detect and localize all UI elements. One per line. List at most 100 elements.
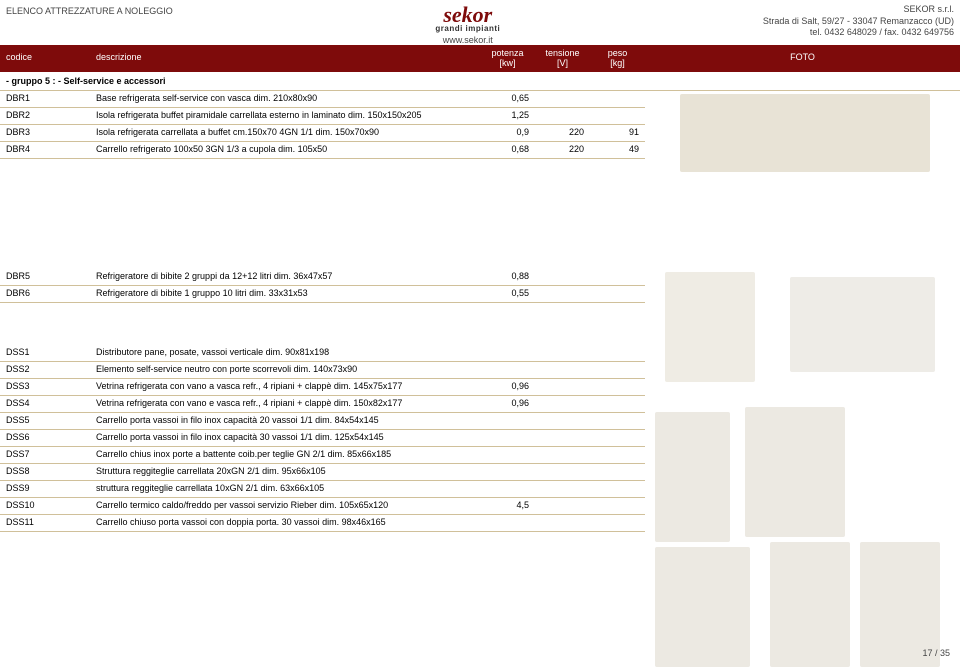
cell-kw	[480, 447, 535, 464]
col-tensione: tensione [V]	[535, 46, 590, 72]
logo-url: www.sekor.it	[435, 35, 500, 45]
cell-code: DSS2	[0, 362, 90, 379]
cell-desc: Carrello chius inox porte a battente coi…	[90, 447, 480, 464]
cell-desc: Elemento self-service neutro con porte s…	[90, 362, 480, 379]
cell-kw	[480, 413, 535, 430]
col-peso: peso [kg]	[590, 46, 645, 72]
cell-v	[535, 498, 590, 515]
foto-placeholder	[655, 412, 730, 542]
cell-code: DSS11	[0, 515, 90, 532]
cell-code: DSS5	[0, 413, 90, 430]
cell-kw	[480, 345, 535, 362]
cell-code: DSS7	[0, 447, 90, 464]
foto-placeholder	[680, 94, 930, 172]
cell-v	[535, 430, 590, 447]
cell-kw	[480, 430, 535, 447]
cell-v	[535, 91, 590, 108]
company-address: Strada di Salt, 59/27 - 33047 Remanzacco…	[763, 16, 954, 28]
cell-code: DSS1	[0, 345, 90, 362]
cell-desc: Isola refrigerata carrellata a buffet cm…	[90, 125, 480, 142]
cell-code: DSS4	[0, 396, 90, 413]
cell-kw	[480, 481, 535, 498]
cell-kg	[590, 91, 645, 108]
cell-kg	[590, 345, 645, 362]
cell-code: DSS10	[0, 498, 90, 515]
company-name: SEKOR s.r.l.	[763, 4, 954, 16]
foto-placeholder	[790, 277, 935, 372]
cell-desc: Vetrina refrigerata con vano a vasca ref…	[90, 379, 480, 396]
cell-kg	[590, 447, 645, 464]
cell-kg: 91	[590, 125, 645, 142]
cell-kg	[590, 269, 645, 286]
cell-kw: 0,88	[480, 269, 535, 286]
cell-desc: Carrello porta vassoi in filo inox capac…	[90, 413, 480, 430]
cell-desc: Refrigeratore di bibite 1 gruppo 10 litr…	[90, 286, 480, 303]
cell-kw	[480, 515, 535, 532]
cell-desc: struttura reggiteglie carrellata 10xGN 2…	[90, 481, 480, 498]
cell-desc: Struttura reggiteglie carrellata 20xGN 2…	[90, 464, 480, 481]
cell-code: DSS6	[0, 430, 90, 447]
cell-code: DSS8	[0, 464, 90, 481]
cell-desc: Isola refrigerata buffet piramidale carr…	[90, 108, 480, 125]
cell-kg	[590, 515, 645, 532]
cell-kg	[590, 413, 645, 430]
cell-kw: 0,55	[480, 286, 535, 303]
col-potenza: potenza [kw]	[480, 46, 535, 72]
page-number: 17 / 35	[922, 648, 950, 658]
cell-v	[535, 515, 590, 532]
cell-kw	[480, 464, 535, 481]
cell-code: DBR3	[0, 125, 90, 142]
cell-kg	[590, 286, 645, 303]
page-header: ELENCO ATTREZZATURE A NOLEGGIO sekor gra…	[0, 0, 960, 46]
foto-column	[645, 72, 960, 532]
col-codice: codice	[0, 46, 90, 72]
cell-kw: 1,25	[480, 108, 535, 125]
cell-v: 220	[535, 125, 590, 142]
cell-kw: 0,68	[480, 142, 535, 159]
cell-desc: Carrello porta vassoi in filo inox capac…	[90, 430, 480, 447]
cell-code: DBR1	[0, 91, 90, 108]
col-foto: FOTO	[645, 46, 960, 72]
cell-v	[535, 464, 590, 481]
cell-v	[535, 345, 590, 362]
company-info: SEKOR s.r.l. Strada di Salt, 59/27 - 330…	[763, 4, 954, 39]
foto-placeholder	[655, 547, 750, 667]
cell-kw	[480, 362, 535, 379]
cell-kw: 0,65	[480, 91, 535, 108]
cell-code: DSS3	[0, 379, 90, 396]
cell-kg	[590, 379, 645, 396]
foto-placeholder	[770, 542, 850, 667]
cell-kg	[590, 396, 645, 413]
logo-text: sekor	[435, 4, 500, 26]
cell-desc: Carrello chiuso porta vassoi con doppia …	[90, 515, 480, 532]
cell-v	[535, 286, 590, 303]
cell-desc: Vetrina refrigerata con vano e vasca ref…	[90, 396, 480, 413]
cell-v	[535, 362, 590, 379]
foto-placeholder	[665, 272, 755, 382]
cell-desc: Carrello refrigerato 100x50 3GN 1/3 a cu…	[90, 142, 480, 159]
cell-v	[535, 447, 590, 464]
cell-kw: 0,96	[480, 379, 535, 396]
column-header-row: codice descrizione potenza [kw] tensione…	[0, 46, 960, 72]
table-body: - gruppo 5 : - Self-service e accessori …	[0, 72, 960, 532]
cell-kg	[590, 481, 645, 498]
logo-subtitle: grandi impianti	[435, 24, 500, 33]
cell-desc: Distributore pane, posate, vassoi vertic…	[90, 345, 480, 362]
cell-v	[535, 379, 590, 396]
cell-code: DBR2	[0, 108, 90, 125]
foto-placeholder	[745, 407, 845, 537]
cell-v	[535, 413, 590, 430]
cell-kw: 0,9	[480, 125, 535, 142]
cell-v	[535, 396, 590, 413]
cell-kw: 4,5	[480, 498, 535, 515]
cell-code: DBR4	[0, 142, 90, 159]
cell-desc: Carrello termico caldo/freddo per vassoi…	[90, 498, 480, 515]
cell-desc: Refrigeratore di bibite 2 gruppi da 12+1…	[90, 269, 480, 286]
cell-code: DSS9	[0, 481, 90, 498]
cell-kg: 49	[590, 142, 645, 159]
logo-block: sekor grandi impianti www.sekor.it	[435, 4, 500, 45]
cell-kg	[590, 430, 645, 447]
cell-kg	[590, 498, 645, 515]
cell-v	[535, 269, 590, 286]
company-phone: tel. 0432 648029 / fax. 0432 649756	[763, 27, 954, 39]
